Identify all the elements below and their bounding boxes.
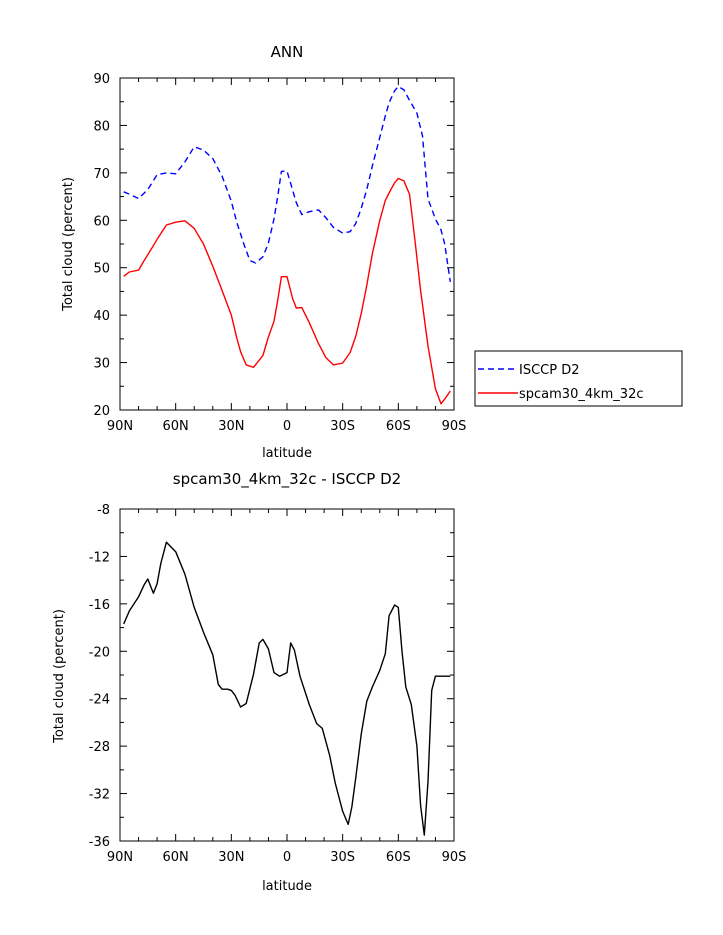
top-chart-title: ANN — [271, 43, 304, 61]
bottom-chart-plot-area — [123, 541, 451, 836]
top-chart-ylabel: Total cloud (percent) — [61, 177, 76, 312]
bottom-x-tick-label: 60S — [386, 850, 411, 865]
bottom-chart-ticks: 90N 60N 30N 0 30S 60S 90S -36 -32 -28 -24 -20 -16 -12… — [89, 503, 467, 865]
top-series-line-isccp-d2 — [123, 85, 451, 283]
top-x-tick-label: 60N — [163, 419, 189, 434]
bottom-y-tick-label: -28 — [89, 740, 110, 755]
bottom-y-tick-label: -24 — [89, 693, 110, 708]
bottom-y-tick-label: -20 — [89, 645, 110, 660]
top-y-tick-label: 30 — [93, 357, 110, 372]
top-x-tick-label: 30N — [218, 419, 244, 434]
bottom-x-tick-label: 90S — [442, 850, 467, 865]
top-x-tick-label: 0 — [283, 419, 291, 434]
legend-label-spcam: spcam30_4km_32c — [519, 387, 644, 402]
top-chart-frame — [119, 77, 455, 411]
legend-box — [474, 350, 683, 407]
bottom-x-tick-label: 30S — [330, 850, 355, 865]
bottom-y-tick-label: -12 — [89, 550, 110, 565]
bottom-series-line-series-0 — [123, 541, 451, 836]
top-chart-xlabel: latitude — [262, 446, 312, 461]
bottom-y-tick-label: -16 — [89, 598, 110, 613]
top-x-tick-label: 90N — [107, 419, 133, 434]
top-y-tick-label: 70 — [93, 167, 110, 182]
top-chart-ticks: 90N 60N 30N 0 30S 60S 90S 20 30 40 50 60 70 80 90 — [93, 72, 466, 434]
bottom-chart-xlabel: latitude — [262, 879, 312, 894]
top-x-tick-label: 90S — [442, 419, 467, 434]
bottom-chart-frame — [119, 508, 455, 842]
bottom-y-tick-label: -36 — [89, 835, 110, 850]
top-y-tick-label: 50 — [93, 262, 110, 277]
top-y-tick-label: 90 — [93, 72, 110, 87]
bottom-chart: spcam30_4km_32c - ISCCP D2 Total cloud (… — [52, 470, 466, 894]
top-chart-plot-area — [123, 85, 451, 405]
top-series-line-spcam30-4km-32c — [123, 177, 451, 405]
top-chart: ANN Total cloud (percent) latitude 90N 60… — [61, 43, 466, 461]
top-y-tick-label: 20 — [93, 404, 110, 419]
bottom-y-tick-label: -32 — [89, 788, 110, 803]
bottom-y-tick-label: -8 — [97, 503, 110, 518]
top-x-tick-label: 60S — [386, 419, 411, 434]
legend: ISCCP D2 spcam30_4km_32c — [474, 350, 683, 407]
legend-label-isccp: ISCCP D2 — [519, 363, 580, 378]
bottom-x-tick-label: 60N — [163, 850, 189, 865]
bottom-x-tick-label: 0 — [283, 850, 291, 865]
top-y-tick-label: 60 — [93, 214, 110, 229]
top-x-tick-label: 30S — [330, 419, 355, 434]
bottom-chart-title: spcam30_4km_32c - ISCCP D2 — [173, 470, 401, 489]
top-y-tick-label: 40 — [93, 309, 110, 324]
bottom-x-tick-label: 30N — [218, 850, 244, 865]
top-y-tick-label: 80 — [93, 119, 110, 134]
bottom-x-tick-label: 90N — [107, 850, 133, 865]
bottom-chart-ylabel: Total cloud (percent) — [52, 609, 67, 744]
